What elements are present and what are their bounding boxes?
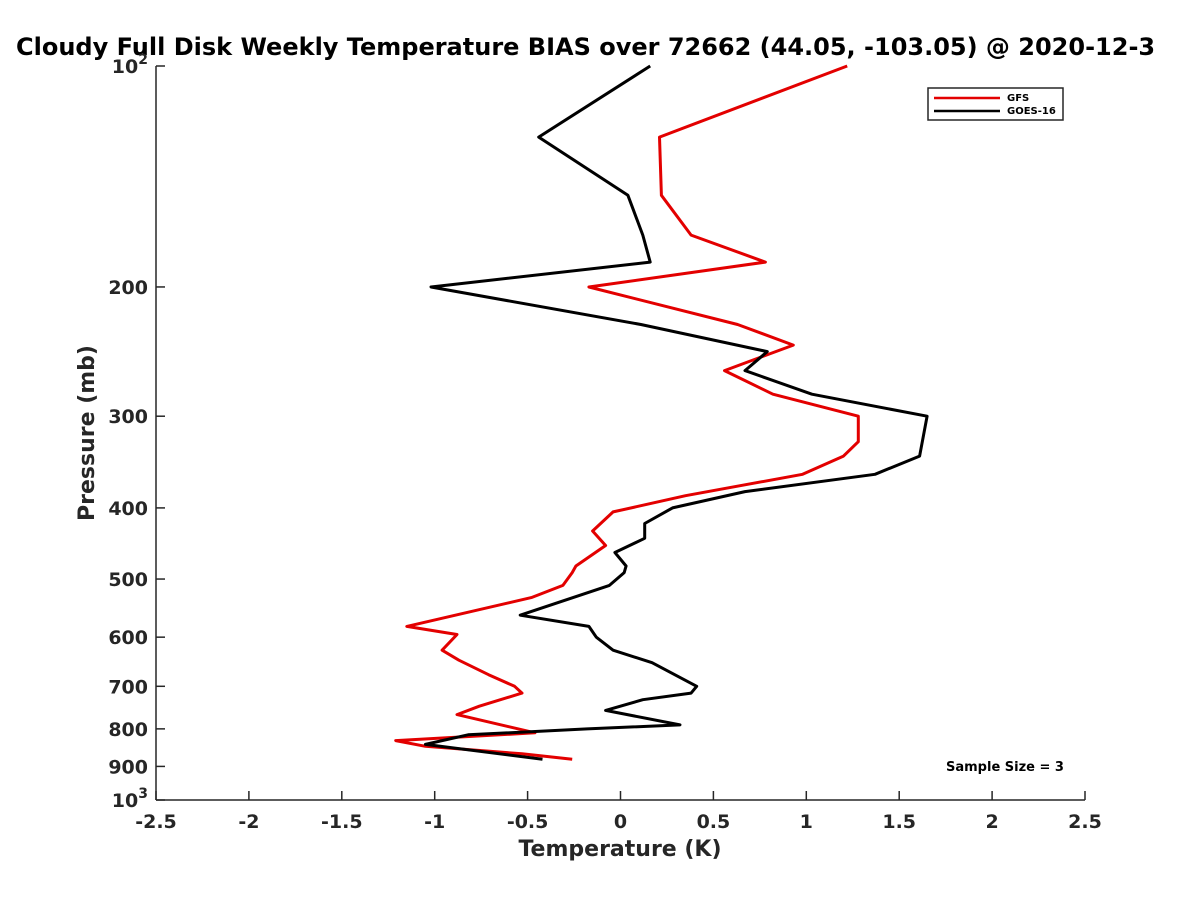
series-line-gfs	[394, 64, 860, 761]
x-tick-label: -0.5	[507, 811, 549, 833]
y-tick-label: 103	[112, 786, 148, 812]
y-tick-label: 400	[108, 498, 148, 520]
y-tick-label: 300	[108, 406, 148, 428]
legend: GFS GOES-16	[927, 87, 1064, 121]
sample-size-annotation: Sample Size = 3	[946, 760, 1064, 775]
series-layer	[394, 64, 929, 761]
x-tick-label: 0	[614, 811, 627, 833]
y-tick-label: 600	[108, 627, 148, 649]
plot-area	[156, 66, 1085, 800]
chart-title: Cloudy Full Disk Weekly Temperature BIAS…	[16, 33, 1155, 61]
y-tick-label: 200	[108, 277, 148, 299]
x-tick-label: 2.5	[1068, 811, 1102, 833]
x-tick-label: 1.5	[882, 811, 916, 833]
y-tick-label: 900	[108, 756, 148, 778]
legend-label-gfs: GFS	[1007, 93, 1029, 104]
x-tick-label: -2	[238, 811, 259, 833]
series-line-goes16	[423, 64, 929, 761]
legend-label-goes16: GOES-16	[1007, 106, 1056, 117]
y-tick-label: 500	[108, 569, 148, 591]
y-tick-label: 102	[112, 52, 148, 78]
x-axis-ticks: -2.5 -2 -1.5 -1 -0.5 0 0.5 1 1.5 2 2.5	[135, 791, 1102, 833]
x-tick-label: -1	[424, 811, 445, 833]
x-tick-label: 2	[985, 811, 998, 833]
x-tick-label: -2.5	[135, 811, 177, 833]
x-tick-label: 1	[800, 811, 813, 833]
x-tick-label: -1.5	[321, 811, 363, 833]
legend-box	[927, 87, 1064, 121]
y-tick-label: 800	[108, 719, 148, 741]
x-axis-label: Temperature (K)	[518, 837, 721, 862]
y-axis-label: Pressure (mb)	[75, 345, 100, 521]
x-tick-label: 0.5	[697, 811, 731, 833]
y-axis-ticks: 102 200 300 400 500 600 700 800 900 103	[108, 52, 165, 812]
y-tick-label: 700	[108, 676, 148, 698]
